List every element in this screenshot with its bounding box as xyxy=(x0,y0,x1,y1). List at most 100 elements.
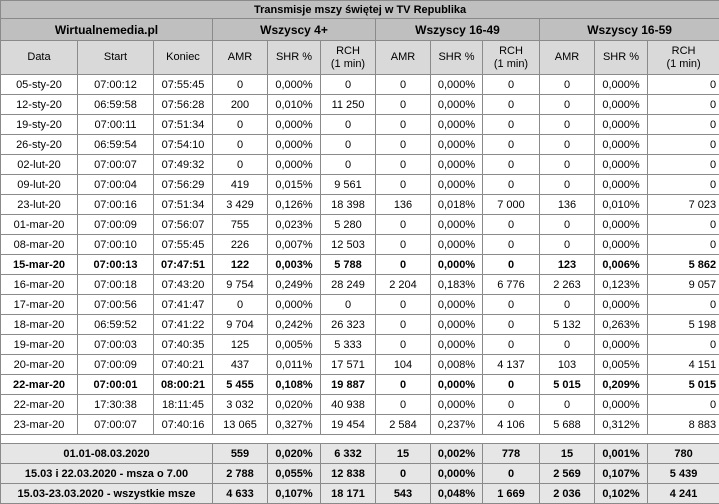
summary-amr: 2 569 xyxy=(540,464,595,484)
cell-rch: 0 xyxy=(483,155,540,175)
cell-amr: 5 688 xyxy=(540,415,595,435)
cell-shr: 0,006% xyxy=(595,255,648,275)
cell-end: 07:47:51 xyxy=(154,255,213,275)
cell-shr: 0,000% xyxy=(595,75,648,95)
summary-rch: 0 xyxy=(483,464,540,484)
cell-shr: 0,263% xyxy=(595,315,648,335)
cell-date: 16-mar-20 xyxy=(1,275,78,295)
cell-shr: 0,126% xyxy=(268,195,321,215)
cell-shr: 0,007% xyxy=(268,235,321,255)
cell-amr: 0 xyxy=(213,155,268,175)
cell-rch: 0 xyxy=(483,135,540,155)
cell-amr: 2 584 xyxy=(376,415,431,435)
cell-rch: 0 xyxy=(483,235,540,255)
cell-amr: 0 xyxy=(376,135,431,155)
cell-rch: 18 398 xyxy=(321,195,376,215)
source-label: Wirtualnemedia.pl xyxy=(1,19,213,41)
rch-label: RCH xyxy=(672,45,696,57)
cell-amr: 5 455 xyxy=(213,375,268,395)
cell-shr: 0,000% xyxy=(595,295,648,315)
rch-sublabel: (1 min) xyxy=(494,58,528,70)
cell-amr: 125 xyxy=(213,335,268,355)
cell-start: 06:59:58 xyxy=(78,95,154,115)
summary-label: 15.03 i 22.03.2020 - msza o 7.00 xyxy=(1,464,213,484)
summary-shr: 0,102% xyxy=(595,484,648,504)
cell-rch: 11 250 xyxy=(321,95,376,115)
column-header-date: Data xyxy=(1,41,78,75)
cell-rch: 19 454 xyxy=(321,415,376,435)
cell-date: 09-lut-20 xyxy=(1,175,78,195)
cell-amr: 0 xyxy=(540,115,595,135)
cell-rch: 0 xyxy=(648,295,719,315)
cell-amr: 0 xyxy=(376,395,431,415)
cell-date: 17-mar-20 xyxy=(1,295,78,315)
summary-amr: 0 xyxy=(376,464,431,484)
cell-amr: 0 xyxy=(376,75,431,95)
cell-shr: 0,011% xyxy=(268,355,321,375)
cell-amr: 0 xyxy=(213,115,268,135)
cell-rch: 7 000 xyxy=(483,195,540,215)
column-header-start: Start xyxy=(78,41,154,75)
cell-end: 18:11:45 xyxy=(154,395,213,415)
cell-shr: 0,237% xyxy=(431,415,483,435)
summary-shr: 0,000% xyxy=(431,464,483,484)
summary-amr: 15 xyxy=(540,444,595,464)
cell-amr: 0 xyxy=(540,335,595,355)
cell-rch: 0 xyxy=(483,175,540,195)
cell-shr: 0,000% xyxy=(431,135,483,155)
cell-end: 07:49:32 xyxy=(154,155,213,175)
cell-shr: 0,000% xyxy=(431,115,483,135)
rch-label: RCH xyxy=(336,45,360,57)
cell-amr: 9 704 xyxy=(213,315,268,335)
column-header-shr: SHR % xyxy=(595,41,648,75)
cell-shr: 0,000% xyxy=(431,295,483,315)
summary-rch: 12 838 xyxy=(321,464,376,484)
cell-shr: 0,000% xyxy=(268,75,321,95)
cell-rch: 0 xyxy=(321,295,376,315)
summary-rch: 5 439 xyxy=(648,464,719,484)
cell-start: 07:00:09 xyxy=(78,355,154,375)
column-header-amr: AMR xyxy=(213,41,268,75)
cell-start: 07:00:12 xyxy=(78,75,154,95)
cell-date: 05-sty-20 xyxy=(1,75,78,95)
cell-shr: 0,010% xyxy=(595,195,648,215)
summary-shr: 0,048% xyxy=(431,484,483,504)
cell-end: 07:40:16 xyxy=(154,415,213,435)
cell-date: 23-lut-20 xyxy=(1,195,78,215)
cell-shr: 0,000% xyxy=(595,115,648,135)
cell-start: 06:59:52 xyxy=(78,315,154,335)
cell-amr: 0 xyxy=(376,215,431,235)
cell-date: 26-sty-20 xyxy=(1,135,78,155)
summary-shr: 0,020% xyxy=(268,444,321,464)
cell-date: 20-mar-20 xyxy=(1,355,78,375)
cell-start: 07:00:10 xyxy=(78,235,154,255)
cell-shr: 0,020% xyxy=(268,395,321,415)
cell-rch: 0 xyxy=(648,235,719,255)
summary-amr: 2 036 xyxy=(540,484,595,504)
cell-end: 07:40:35 xyxy=(154,335,213,355)
column-header-rch: RCH(1 min) xyxy=(648,41,719,75)
cell-amr: 0 xyxy=(376,95,431,115)
cell-rch: 0 xyxy=(648,155,719,175)
cell-rch: 4 106 xyxy=(483,415,540,435)
cell-amr: 0 xyxy=(376,175,431,195)
cell-start: 07:00:09 xyxy=(78,215,154,235)
cell-amr: 0 xyxy=(376,315,431,335)
summary-amr: 2 788 xyxy=(213,464,268,484)
cell-amr: 122 xyxy=(213,255,268,275)
cell-end: 07:55:45 xyxy=(154,75,213,95)
group-header-16-49: Wszyscy 16-49 xyxy=(376,19,540,41)
summary-label: 15.03-23.03.2020 - wszystkie msze xyxy=(1,484,213,504)
